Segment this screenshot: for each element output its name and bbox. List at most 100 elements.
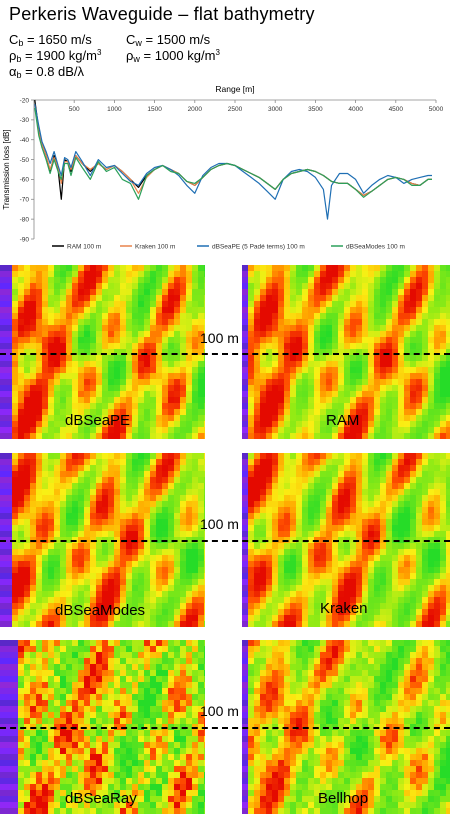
heatmap-cell bbox=[114, 483, 121, 490]
heatmap-cell bbox=[126, 343, 133, 350]
heatmap-cell bbox=[60, 477, 67, 484]
heatmap-cell bbox=[72, 331, 79, 338]
heatmap-cell bbox=[254, 313, 261, 320]
heatmap-cell bbox=[440, 301, 447, 308]
heatmap-cell bbox=[404, 277, 411, 284]
heatmap-cell bbox=[90, 549, 97, 556]
heatmap-cell bbox=[192, 760, 199, 767]
heatmap-cell bbox=[72, 585, 79, 592]
heatmap-cell bbox=[392, 319, 399, 326]
heatmap-cell bbox=[132, 471, 139, 478]
heatmap-cell bbox=[272, 361, 279, 368]
heatmap-cell bbox=[6, 409, 13, 416]
heatmap-cell bbox=[344, 373, 351, 380]
heatmap-cell bbox=[72, 549, 79, 556]
heatmap-cell bbox=[198, 307, 205, 314]
heatmap-cell bbox=[66, 265, 73, 272]
heatmap-cell bbox=[198, 385, 205, 392]
heatmap-cell bbox=[272, 489, 279, 496]
heatmap-cell bbox=[386, 373, 393, 380]
heatmap-cell bbox=[48, 670, 55, 677]
heatmap-cell bbox=[48, 766, 55, 773]
heatmap-cell bbox=[42, 652, 49, 659]
heatmap-cell bbox=[162, 459, 169, 466]
heatmap-cell bbox=[132, 579, 139, 586]
heatmap-cell bbox=[138, 670, 145, 677]
heatmap-cell bbox=[186, 349, 193, 356]
heatmap-cell bbox=[266, 295, 273, 302]
heatmap-cell bbox=[374, 355, 381, 362]
heatmap-cell bbox=[332, 615, 339, 622]
series-line-3 bbox=[34, 107, 432, 200]
heatmap-cell bbox=[96, 784, 103, 791]
heatmap-cell bbox=[368, 385, 375, 392]
heatmap-cell bbox=[272, 289, 279, 296]
heatmap-cell bbox=[54, 301, 61, 308]
heatmap-cell bbox=[180, 706, 187, 713]
heatmap-cell bbox=[108, 718, 115, 725]
heatmap-cell bbox=[24, 307, 31, 314]
heatmap-cell bbox=[30, 331, 37, 338]
heatmap-cell bbox=[90, 271, 97, 278]
heatmap-cell bbox=[114, 391, 121, 398]
heatmap-cell bbox=[284, 507, 291, 514]
heatmap-cell bbox=[156, 646, 163, 653]
heatmap-cell bbox=[392, 283, 399, 290]
heatmap-cell bbox=[102, 766, 109, 773]
heatmap-cell bbox=[132, 343, 139, 350]
heatmap-cell bbox=[362, 343, 369, 350]
heatmap-cell bbox=[36, 736, 43, 743]
heatmap-cell bbox=[174, 736, 181, 743]
heatmap-cell bbox=[332, 265, 339, 272]
heatmap-cell bbox=[96, 307, 103, 314]
heatmap-cell bbox=[350, 501, 357, 508]
heatmap-cell bbox=[36, 676, 43, 683]
heatmap-cell bbox=[60, 433, 67, 439]
heatmap-cell bbox=[410, 397, 417, 404]
heatmap-cell bbox=[398, 355, 405, 362]
heatmap-cell bbox=[260, 609, 267, 616]
heatmap-cell bbox=[174, 718, 181, 725]
heatmap-cell bbox=[144, 349, 151, 356]
heatmap-cell bbox=[0, 373, 7, 380]
heatmap-cell bbox=[66, 742, 73, 749]
heatmap-cell bbox=[114, 615, 121, 622]
heatmap-cell bbox=[368, 615, 375, 622]
heatmap-cell bbox=[0, 760, 7, 767]
heatmap-cell bbox=[320, 313, 327, 320]
heatmap-cell bbox=[42, 319, 49, 326]
heatmap-cell bbox=[36, 507, 43, 514]
heatmap-cell bbox=[114, 591, 121, 598]
heatmap-cell bbox=[296, 379, 303, 386]
heatmap-cell bbox=[204, 555, 205, 562]
heatmap-cell bbox=[332, 379, 339, 386]
heatmap-cell bbox=[350, 549, 357, 556]
heatmap-cell bbox=[374, 385, 381, 392]
heatmap-cell bbox=[180, 573, 187, 580]
heatmap-cell bbox=[24, 513, 31, 520]
heatmap-cell bbox=[18, 609, 25, 616]
heatmap-cell bbox=[308, 501, 315, 508]
heatmap-cell bbox=[114, 688, 121, 695]
heatmap-cell bbox=[192, 265, 199, 272]
heatmap-cell bbox=[434, 525, 441, 532]
heatmap-cell bbox=[284, 603, 291, 610]
heatmap-cell bbox=[308, 609, 315, 616]
heatmap-cell bbox=[24, 507, 31, 514]
heatmap-cell bbox=[96, 379, 103, 386]
heatmap-cell bbox=[254, 415, 261, 422]
heatmap-cell bbox=[150, 543, 157, 550]
heatmap-cell bbox=[198, 397, 205, 404]
heatmap-cell bbox=[132, 658, 139, 665]
heatmap-cell bbox=[42, 513, 49, 520]
heatmap-cell bbox=[6, 730, 13, 737]
heatmap-cell bbox=[48, 301, 55, 308]
heatmap-cell bbox=[314, 603, 321, 610]
heatmap-cell bbox=[296, 597, 303, 604]
heatmap-cell bbox=[114, 295, 121, 302]
heatmap-cell bbox=[404, 615, 411, 622]
heatmap-cell bbox=[356, 295, 363, 302]
heatmap-cell bbox=[108, 555, 115, 562]
heatmap-cell bbox=[102, 513, 109, 520]
heatmap-cell bbox=[284, 349, 291, 356]
